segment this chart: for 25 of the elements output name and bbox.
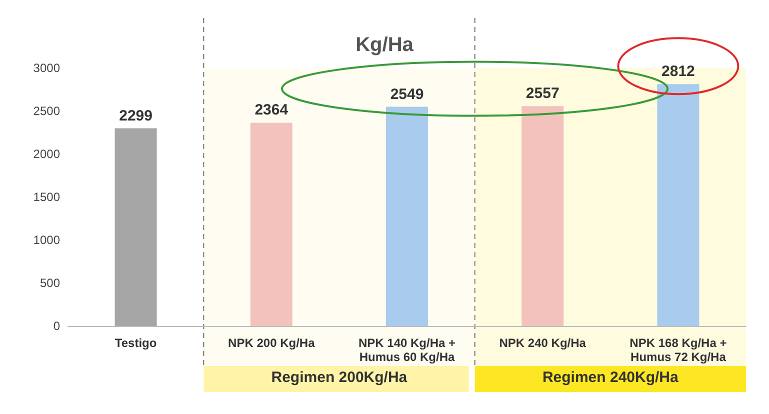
band-label: Regimen 240Kg/Ha [542,369,679,386]
bar [386,106,428,326]
bar [250,122,292,326]
data-label: 2812 [662,63,695,80]
y-tick-label: 2000 [33,147,60,161]
data-label: 2557 [526,85,560,102]
y-tick-label: 2500 [33,104,60,118]
y-tick-label: 1000 [33,233,60,247]
x-tick-label: NPK 240 Kg/Ha [499,336,586,350]
y-tick-label: 0 [53,319,60,333]
x-tick-label: NPK 200 Kg/Ha [228,336,316,350]
x-tick-label: Testigo [114,336,157,350]
bar [657,84,700,326]
x-tick-label: NPK 140 Kg/Ha + Humus 60 Kg/Ha [358,336,456,364]
data-label: 2299 [119,107,152,124]
chart-title: Kg/Ha [356,34,414,56]
band-label: Regimen 200Kg/Ha [271,369,408,386]
data-label: 2549 [390,86,424,103]
bar [522,106,564,326]
y-tick-label: 1500 [33,190,60,204]
y-tick-label: 500 [40,276,60,290]
x-tick-label: NPK 168 Kg/Ha + Humus 72 Kg/Ha [630,336,727,364]
data-label: 2364 [254,102,289,119]
y-tick-label: 3000 [33,61,60,75]
bar [114,128,157,326]
